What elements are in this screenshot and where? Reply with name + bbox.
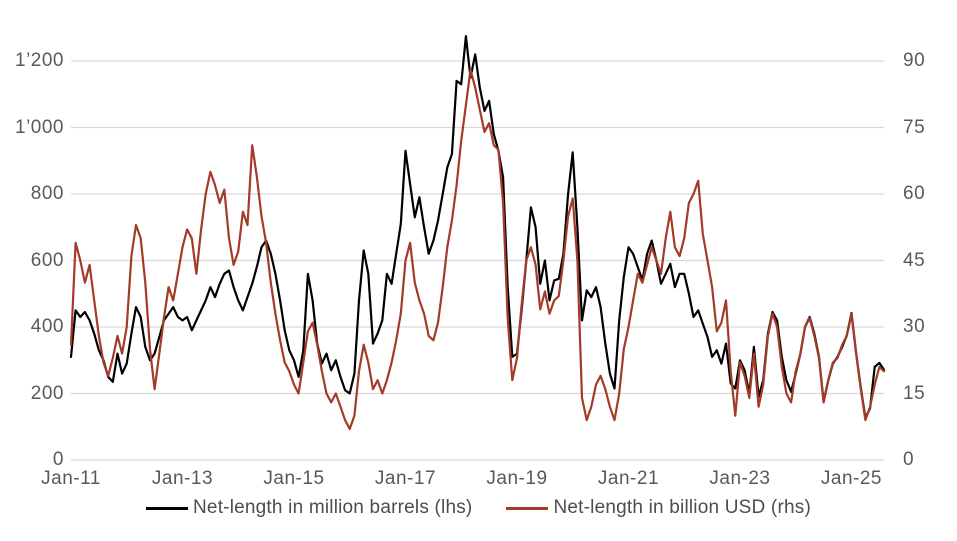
series-line-usd <box>69 68 886 431</box>
x-axis-tick-label: Jan-23 <box>709 468 771 489</box>
left-axis-tick-label: 1’000 <box>15 116 64 138</box>
right-axis-tick-label: 15 <box>903 382 926 404</box>
legend: Net-length in million barrels (lhs) Net-… <box>0 497 957 519</box>
x-axis-tick-label: Jan-15 <box>263 468 325 489</box>
right-axis-tick-label: 60 <box>903 183 926 204</box>
right-axis-tick-label: 90 <box>903 50 926 71</box>
right-axis-tick-label: 45 <box>903 249 926 271</box>
legend-swatch-usd-line <box>506 506 549 510</box>
left-axis-tick-label: 0 <box>52 449 64 470</box>
x-axis-tick-label: Jan-11 <box>41 468 101 489</box>
legend-label-barrels: Net-length in million barrels (lhs) <box>193 497 473 518</box>
legend-swatch-barrels-line <box>146 506 189 510</box>
x-axis-tick-label: Jan-21 <box>597 468 660 489</box>
left-axis-tick-label: 200 <box>30 382 64 404</box>
legend-item-barrels: Net-length in million barrels (lhs) <box>146 497 472 519</box>
right-axis-tick-label: 0 <box>903 449 915 470</box>
left-axis-tick-label: 800 <box>30 183 64 204</box>
right-axis-tick-label: 75 <box>903 116 926 138</box>
left-axis-tick-label: 600 <box>30 249 64 271</box>
left-axis-tick-label: 1’200 <box>15 50 64 71</box>
x-axis-tick-label: Jan-25 <box>820 468 883 489</box>
x-axis-tick-label: Jan-13 <box>151 468 214 489</box>
legend-label-usd: Net-length in billion USD (rhs) <box>553 497 811 518</box>
x-axis-tick-label: Jan-17 <box>374 468 437 489</box>
right-axis-tick-label: 30 <box>903 316 926 337</box>
left-axis-tick-label: 400 <box>30 316 64 337</box>
x-axis-tick-label: Jan-19 <box>486 468 548 489</box>
legend-item-usd: Net-length in billion USD (rhs) <box>506 497 811 519</box>
